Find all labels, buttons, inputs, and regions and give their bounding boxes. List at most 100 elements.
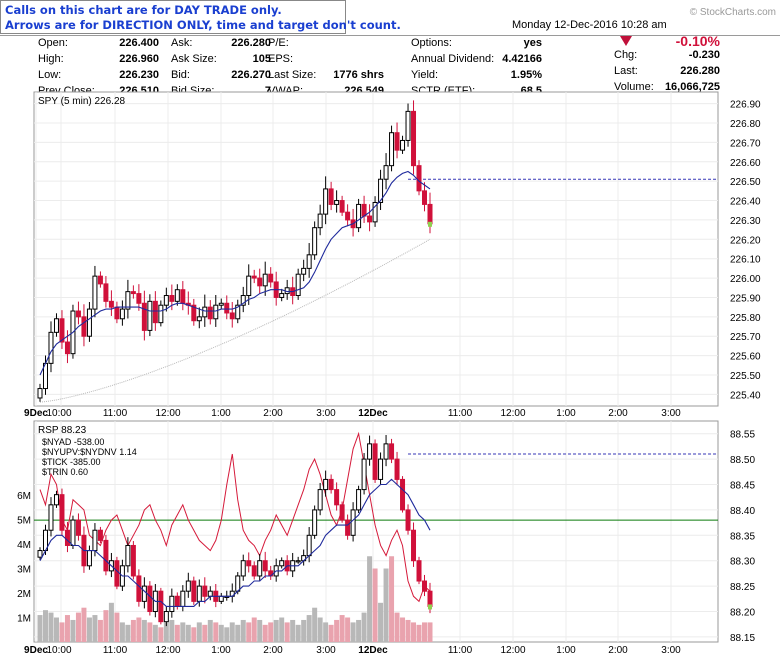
spy-candle-body: [53, 318, 59, 333]
volume-bar: [323, 622, 329, 642]
rsp-y-tick: 88.15: [730, 633, 755, 644]
spy-candle-body: [174, 289, 180, 302]
spy-y-tick: 226.20: [730, 235, 761, 246]
spy-candle-body: [92, 275, 98, 310]
volume-bar: [224, 627, 230, 642]
rsp-candle-body: [251, 565, 257, 577]
spy-y-tick: 225.70: [730, 332, 761, 343]
spy-y-tick: 226.50: [730, 177, 761, 188]
rsp-x-tick: 11:00: [448, 645, 473, 656]
rsp-y-tick: 88.45: [730, 481, 755, 492]
volume-bar: [185, 624, 191, 642]
volume-bar: [372, 568, 378, 642]
volume-bar: [174, 624, 180, 642]
volume-bar: [163, 622, 169, 642]
spy-x-tick: 2:00: [608, 408, 628, 419]
rsp-last-marker: [428, 604, 432, 610]
spy-y-tick: 225.80: [730, 313, 761, 324]
spy-x-tick: 12:00: [155, 408, 180, 419]
rsp-candle-body: [125, 544, 131, 567]
rsp-candle-body: [180, 590, 186, 607]
spy-x-tick: 3:00: [661, 408, 681, 419]
spy-candle-body: [136, 293, 142, 304]
volume-bar: [53, 617, 59, 642]
rsp-candle-body: [59, 494, 65, 531]
quote-label: P/E:: [268, 37, 289, 49]
quote-label: Yield:: [411, 69, 438, 81]
spy-y-tick: 226.10: [730, 255, 761, 266]
rsp-candle-body: [53, 494, 59, 506]
rsp-candle-body: [317, 489, 323, 511]
rsp-candle-body: [103, 539, 109, 572]
rsp-candle-body: [295, 560, 301, 563]
spy-candle-body: [235, 304, 241, 320]
volume-tick: 4M: [17, 540, 31, 551]
spy-candle-body: [108, 300, 114, 308]
spy-fast-ma-line: [39, 170, 431, 376]
rsp-candle-body: [416, 560, 422, 582]
quote-value: 226.270: [231, 69, 271, 81]
header-change-pct: -0.10%: [676, 33, 721, 49]
rsp-candle-body: [141, 585, 147, 602]
day-trade-notice: Calls on this chart are for DAY TRADE on…: [0, 0, 401, 34]
quote-value: -0.230: [689, 49, 720, 61]
volume-bar: [262, 624, 268, 642]
spy-y-tick: 225.50: [730, 371, 761, 382]
rsp-candle-body: [136, 575, 142, 602]
volume-bar: [136, 617, 142, 642]
spy-candle-body: [218, 302, 224, 306]
rsp-candle-body: [339, 504, 345, 521]
spy-candle-body: [422, 190, 428, 205]
rsp-candle-body: [185, 580, 191, 592]
spy-candle-body: [400, 139, 406, 151]
rsp-y-tick: 88.55: [730, 430, 755, 441]
volume-bar: [411, 622, 417, 642]
rsp-candle-body: [92, 529, 98, 552]
spy-title: SPY (5 min) 226.28: [38, 96, 126, 107]
spy-panel: [33, 91, 719, 407]
volume-bar: [59, 622, 65, 642]
quote-label: Volume:: [614, 81, 654, 93]
quote-label: Low:: [38, 69, 61, 81]
watermark: © StockCharts.com: [690, 7, 776, 18]
rsp-candle-body: [345, 519, 351, 536]
rsp-candle-body: [207, 590, 213, 597]
spy-candle-body: [295, 273, 301, 297]
volume-bar: [103, 610, 109, 642]
rsp-legend-item: $NYAD -538.00: [42, 437, 104, 447]
spy-y-tick: 226.70: [730, 138, 761, 149]
spy-last-marker: [428, 221, 432, 227]
spy-candle-body: [251, 275, 257, 279]
volume-tick: 2M: [17, 589, 31, 600]
rsp-candle-body: [218, 595, 224, 602]
spy-candle-body: [119, 308, 125, 320]
rsp-x-tick: 1:00: [211, 645, 231, 656]
spy-candle-body: [64, 341, 70, 355]
rsp-candle-body: [97, 529, 103, 541]
spy-candle-body: [97, 275, 103, 285]
quote-value: 16,066,725: [665, 81, 720, 93]
volume-bar: [48, 612, 54, 642]
rsp-candle-body: [37, 550, 43, 558]
spy-y-tick: 226.60: [730, 158, 761, 169]
spy-candle-body: [196, 316, 202, 322]
rsp-candle-body: [427, 590, 433, 607]
volume-bar: [405, 619, 411, 642]
volume-bar: [246, 622, 252, 642]
volume-bar: [367, 556, 373, 642]
spy-y-tick: 225.90: [730, 293, 761, 304]
rsp-candle-body: [328, 478, 334, 491]
spy-candle-body: [86, 308, 92, 337]
spy-candle-body: [163, 295, 169, 306]
spy-candle-body: [240, 295, 246, 306]
volume-bar: [301, 619, 307, 642]
volume-bar: [334, 619, 340, 642]
rsp-x-tick: 1:00: [556, 645, 576, 656]
rsp-candle-body: [64, 529, 70, 546]
spy-x-tick: 3:00: [316, 408, 336, 419]
volume-bar: [119, 622, 125, 642]
spy-candle-body: [114, 306, 120, 320]
spy-candle-body: [427, 203, 433, 225]
spy-candle-body: [130, 291, 136, 295]
